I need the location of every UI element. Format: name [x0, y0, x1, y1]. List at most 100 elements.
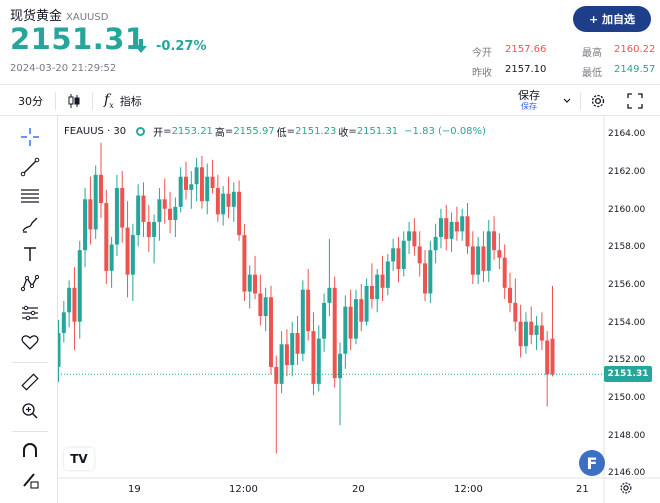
candle-body	[518, 321, 523, 347]
lock-drawings-tool[interactable]	[19, 469, 41, 491]
low-label: 最低	[582, 68, 602, 79]
zoom-tool[interactable]	[19, 400, 41, 422]
time-tick-label: 19	[128, 484, 141, 495]
candle-body	[109, 244, 114, 271]
candle-body	[433, 236, 438, 251]
candle-body	[247, 274, 252, 292]
indicators-label: 指标	[119, 94, 142, 108]
candle-body	[152, 221, 157, 237]
zoom-in-icon	[22, 403, 38, 419]
candle-body	[460, 216, 465, 232]
candle-body	[231, 191, 236, 207]
save-menu-chevron[interactable]	[562, 85, 572, 116]
candle-body	[481, 246, 486, 271]
trend-line-tool[interactable]	[19, 156, 41, 178]
candle-body	[279, 344, 284, 384]
time-tick-label: 12:00	[229, 484, 258, 495]
save-label: 保存	[518, 88, 540, 102]
candle-body	[141, 195, 146, 222]
current-price: 2151.31	[10, 22, 146, 56]
candle-body	[72, 287, 77, 322]
price-tick-label: 2146.00	[608, 468, 646, 479]
ohlc-legend: FEAUUS · 30 开 = 2153.21 高 = 2155.97 低 = 2151.2…	[64, 126, 486, 139]
text-tool[interactable]	[19, 243, 41, 265]
candle-body	[375, 274, 380, 300]
candle-body	[513, 302, 518, 322]
candle-body	[423, 263, 428, 294]
candle-body	[502, 257, 507, 288]
measure-tool[interactable]	[19, 371, 41, 393]
candle-body	[316, 338, 321, 384]
crosshair-tool[interactable]	[19, 126, 41, 148]
candle-body	[93, 174, 98, 230]
interval-selector[interactable]: 30分	[18, 94, 43, 108]
pencil-lock-icon	[23, 473, 39, 489]
function-icon: fx	[104, 91, 114, 110]
candle-body	[550, 338, 555, 375]
time-axis-settings[interactable]	[618, 480, 634, 500]
pattern-icon	[20, 274, 40, 292]
down-arrow-icon	[135, 39, 147, 53]
legend-close-value: 2151.31	[356, 126, 399, 137]
candle-body	[168, 208, 173, 221]
save-button[interactable]: 保存 保存	[518, 85, 540, 116]
tools-divider	[12, 431, 48, 432]
instrument-name: 现货黄金	[10, 9, 63, 24]
candle-body	[311, 331, 316, 384]
forecast-tool[interactable]	[19, 302, 41, 324]
candle-body	[486, 231, 491, 271]
candle-body	[338, 353, 343, 379]
favorites-tool[interactable]	[19, 331, 41, 353]
price-tick-label: 2164.00	[608, 129, 646, 140]
candle-body	[253, 274, 258, 294]
candle-body	[539, 325, 544, 341]
low-value: 2149.57	[614, 64, 656, 75]
chart-type-button[interactable]	[66, 85, 82, 116]
fib-tool[interactable]	[19, 185, 41, 207]
candle-body	[199, 167, 204, 202]
settings-button[interactable]	[589, 85, 607, 116]
candle-body	[385, 261, 390, 288]
candle-body	[237, 191, 242, 236]
candle-body	[428, 250, 433, 294]
candle-body	[189, 184, 194, 190]
drawing-tools-panel	[0, 116, 58, 503]
candle-body	[359, 299, 364, 322]
high-label: 最高	[582, 48, 602, 59]
magnet-tool[interactable]	[19, 440, 41, 462]
ruler-icon	[21, 373, 39, 391]
candle-body	[98, 174, 103, 204]
open-value: 2157.66	[505, 44, 547, 55]
indicators-button[interactable]: fx 指标	[104, 85, 142, 116]
candle-body	[523, 321, 528, 347]
candle-body	[534, 325, 539, 335]
f-badge-icon[interactable]: F	[579, 450, 605, 476]
candle-body	[157, 199, 162, 222]
tools-divider	[12, 362, 48, 363]
candle-body	[492, 231, 497, 251]
candlestick-icon	[68, 93, 80, 108]
price-tick-label: 2158.00	[608, 242, 646, 253]
candle-body	[136, 195, 141, 236]
magnet-icon	[23, 443, 37, 457]
candle-body	[242, 235, 247, 292]
gear-icon	[620, 482, 632, 494]
candle-body	[130, 235, 135, 275]
candlestick-chart[interactable]	[58, 116, 660, 503]
text-icon	[24, 247, 36, 261]
pattern-tool[interactable]	[19, 272, 41, 294]
candle-body	[348, 306, 353, 339]
chart-area[interactable]: FEAUUS · 30 开 = 2153.21 高 = 2155.97 低 = 2151.2…	[58, 116, 660, 503]
candle-body	[364, 285, 369, 322]
candle-body	[77, 250, 82, 322]
fullscreen-button[interactable]	[627, 85, 643, 116]
brush-tool[interactable]	[19, 214, 41, 236]
add-watchlist-button[interactable]: + 加自选	[573, 6, 651, 32]
legend-low-label: 低	[276, 128, 287, 139]
price-tick-label: 2152.00	[608, 355, 646, 366]
candle-body	[497, 250, 502, 258]
candle-body	[146, 221, 151, 237]
candle-body	[295, 333, 300, 354]
tradingview-logo[interactable]: TV	[64, 448, 94, 470]
brush-icon	[22, 217, 38, 233]
